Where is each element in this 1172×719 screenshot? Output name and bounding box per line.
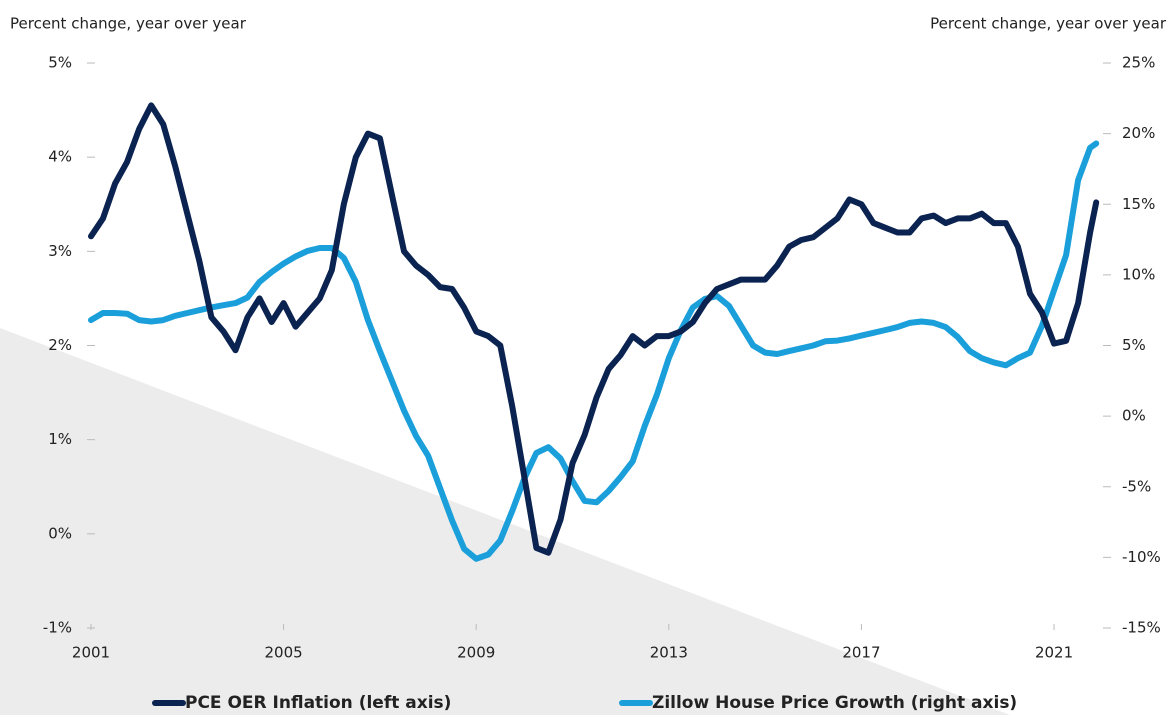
y-tick-label: 3% xyxy=(48,242,72,260)
y-tick-label: 4% xyxy=(48,148,72,166)
y2-tick-label: 20% xyxy=(1122,124,1155,142)
y-tick-label: 0% xyxy=(48,524,72,542)
y2-tick-label: -5% xyxy=(1122,477,1151,495)
y2-tick-label: 5% xyxy=(1122,336,1146,354)
y-tick-label: 5% xyxy=(48,54,72,72)
legend-label: Zillow House Price Growth (right axis) xyxy=(652,693,1017,713)
y2-tick-label: -15% xyxy=(1122,619,1161,637)
legend-label: PCE OER Inflation (left axis) xyxy=(185,693,451,713)
y2-tick-label: 15% xyxy=(1122,195,1155,213)
y2-tick-label: -10% xyxy=(1122,548,1161,566)
y2-tick-label: 25% xyxy=(1122,54,1155,72)
x-tick-label: 2009 xyxy=(457,644,495,662)
y-axis-label: Percent change, year over year xyxy=(10,15,247,33)
y-tick-label: 2% xyxy=(48,336,72,354)
x-tick-label: 2005 xyxy=(265,644,303,662)
x-tick-label: 2021 xyxy=(1035,644,1073,662)
y2-axis-label: Percent change, year over year xyxy=(930,15,1167,33)
series-line xyxy=(88,140,1100,562)
y2-tick-label: 0% xyxy=(1122,407,1146,425)
series-line xyxy=(88,102,1100,556)
x-tick-label: 2017 xyxy=(842,644,880,662)
y2-tick-label: 10% xyxy=(1122,265,1155,283)
y-tick-label: 1% xyxy=(48,430,72,448)
y-tick-label: -1% xyxy=(43,619,72,637)
x-tick-label: 2013 xyxy=(650,644,688,662)
x-tick-label: 2001 xyxy=(72,644,110,662)
